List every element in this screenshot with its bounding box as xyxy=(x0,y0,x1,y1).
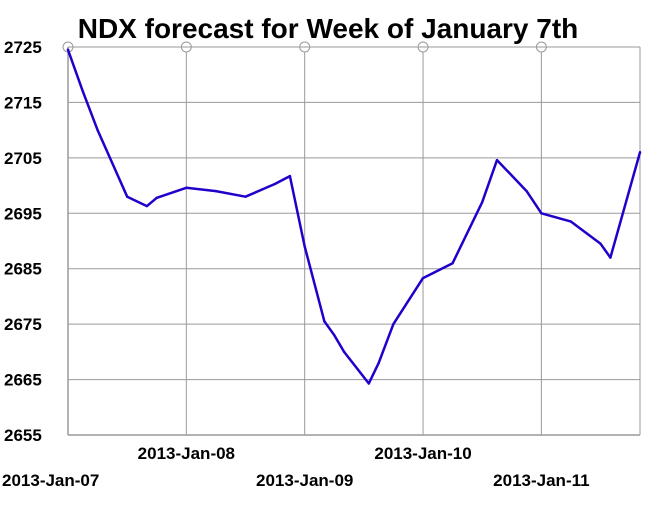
data-point xyxy=(244,195,247,198)
x-tick-label: 2013-Jan-10 xyxy=(374,444,471,463)
x-tick-label: 2013-Jan-07 xyxy=(2,471,99,490)
data-point xyxy=(377,361,380,365)
data-point xyxy=(525,189,528,193)
data-point xyxy=(185,186,188,189)
y-tick-label: 2675 xyxy=(4,315,42,334)
data-point xyxy=(481,201,484,204)
y-tick-label: 2725 xyxy=(4,38,42,57)
data-point xyxy=(638,151,642,154)
y-tick-label: 2665 xyxy=(4,371,42,390)
data-point xyxy=(155,196,158,199)
data-point xyxy=(145,204,149,208)
data-point xyxy=(495,158,499,162)
data-point xyxy=(609,256,612,259)
data-point xyxy=(96,128,99,132)
y-tick-label: 2715 xyxy=(4,93,42,112)
axes xyxy=(67,46,641,436)
data-point xyxy=(569,220,573,223)
y-tick-label: 2705 xyxy=(4,149,42,168)
data-point xyxy=(66,48,70,51)
data-point xyxy=(111,162,114,165)
x-tick-label: 2013-Jan-11 xyxy=(493,471,589,490)
data-point xyxy=(451,261,454,265)
x-tick-label: 2013-Jan-09 xyxy=(256,471,353,490)
tick-labels: 2725 2715 2705 2695 2685 2675 2665 2655 2013-Jan… xyxy=(2,38,590,490)
y-tick-label: 2655 xyxy=(4,426,42,445)
data-point xyxy=(323,320,326,323)
data-point xyxy=(288,174,292,178)
data-point xyxy=(333,334,336,337)
data-point xyxy=(303,245,306,248)
data-point xyxy=(81,90,84,93)
data-point xyxy=(367,382,370,385)
y-tick-label: 2685 xyxy=(4,260,42,279)
data-point xyxy=(125,195,129,198)
x-tick-label: 2013-Jan-08 xyxy=(138,444,235,463)
data-point xyxy=(342,350,346,354)
data-point xyxy=(392,322,395,326)
data-point xyxy=(273,182,277,186)
data-point xyxy=(214,189,218,193)
data-point xyxy=(540,212,543,215)
data-point xyxy=(599,242,602,245)
data-point xyxy=(421,276,425,280)
chart-title: NDX forecast for Week of January 7th xyxy=(78,13,579,44)
y-tick-label: 2695 xyxy=(4,204,42,223)
series-layer xyxy=(66,48,642,385)
